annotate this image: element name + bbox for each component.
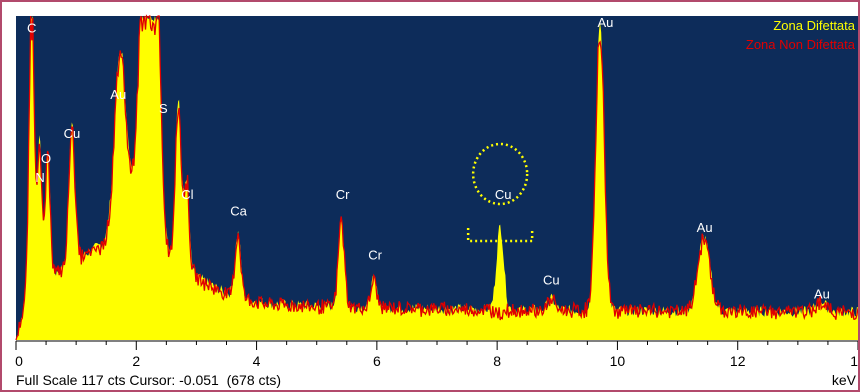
peak-label-7: Ca (230, 203, 247, 218)
peak-label-4: Au (110, 87, 126, 102)
x-tick-label-2: 4 (253, 353, 261, 369)
cu-highlight-bracket (466, 228, 534, 243)
peak-label-2: N (35, 170, 44, 185)
status-bar-text: Full Scale 117 cts Cursor: -0.051 (678 c… (16, 372, 282, 388)
x-tick-label-5: 10 (610, 353, 626, 369)
peak-label-5: S (159, 101, 168, 116)
x-tick-label-4: 8 (493, 353, 501, 369)
legend-entry-0: Zona Difettata (773, 18, 855, 33)
x-tick-label-1: 2 (132, 353, 140, 369)
peak-label-13: Au (697, 220, 713, 235)
legend-entry-1: Zona Non Difettata (746, 37, 856, 52)
peak-labels: C ON Cu Au S Cl Ca Cr Cr Cu Cu Au Au Au (27, 15, 830, 301)
x-tick-label-3: 6 (373, 353, 381, 369)
cu-highlight-marker (466, 142, 534, 243)
x-tick-label-6: 12 (730, 353, 746, 369)
peak-label-9: Cr (368, 248, 382, 263)
peak-label-14: Au (814, 286, 830, 301)
x-axis-unit-label: keV (831, 372, 856, 388)
x-tick-label-0: 0 (15, 353, 23, 369)
peak-label-10: Cu (495, 187, 512, 202)
series-non-defective-line (15, 14, 858, 341)
cu-highlight-circle (471, 142, 529, 206)
peak-label-0: C (27, 21, 36, 36)
x-tick-label-7: 14 (850, 353, 858, 369)
x-axis: 0 2 4 6 8 10 12 14 (15, 340, 858, 369)
peak-label-8: Cr (336, 187, 350, 202)
series-defective-area (16, 16, 858, 340)
peak-label-3: Cu (64, 126, 81, 141)
peak-label-6: Cl (181, 187, 193, 202)
peak-label-12: Au (597, 15, 613, 30)
peak-label-11: Cu (543, 273, 560, 288)
legend: Zona Difettata Zona Non Difettata (746, 18, 856, 52)
peak-label-1: O (41, 151, 51, 166)
